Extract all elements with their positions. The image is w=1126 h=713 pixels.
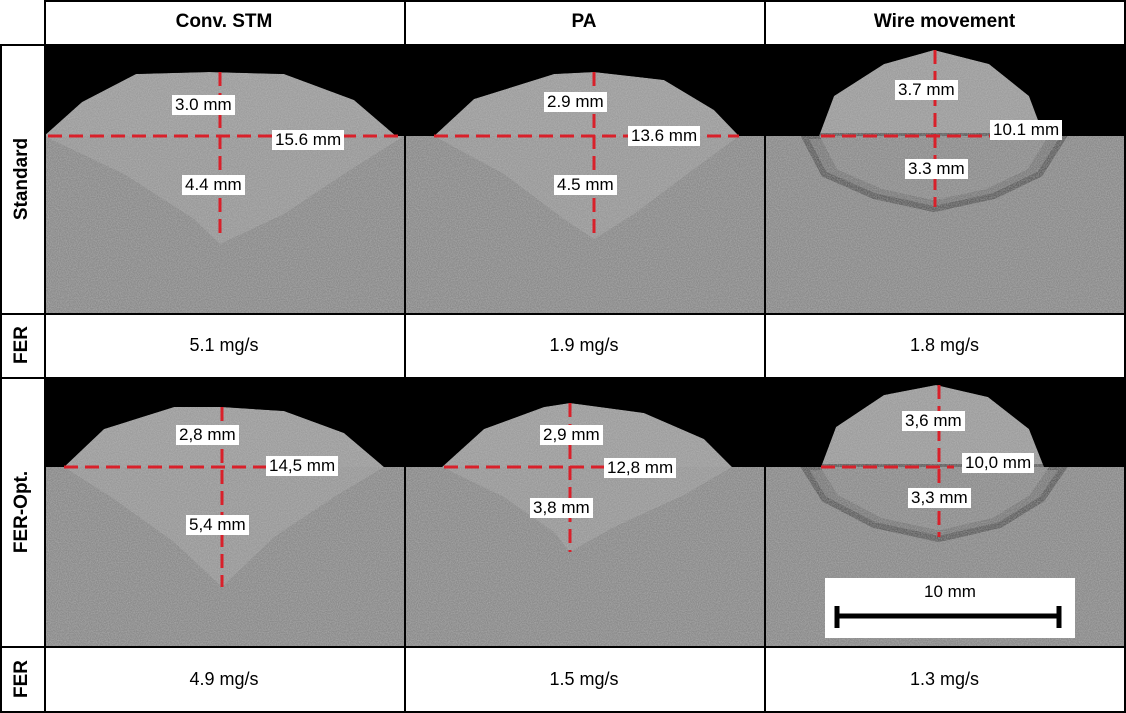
standard-wire-movement-micrograph: 3.7 mm 10.1 mm 3.3 mm [764,44,1125,313]
standard-conv-stm-height-label: 3.0 mm [172,95,235,115]
fer-opt-value-pa: 1.5 mg/s [549,668,619,689]
background-mask [404,377,764,467]
grid-line [0,313,1126,315]
row-header-fer-opt: FER-Opt. [11,470,33,553]
column-header-wire-movement: Wire movement [873,11,1016,32]
feropt-wire-movement-width-label: 10,0 mm [962,453,1035,473]
standard-pa-height-label: 2.9 mm [544,92,607,112]
feropt-wire-movement-depth-label: 3,3 mm [908,488,971,508]
fer-value-wire-movement: 1.8 mg/s [909,334,980,355]
background-mask [44,377,404,467]
feropt-conv-stm-height-label: 2,8 mm [176,425,239,445]
grid-line [764,0,766,712]
grid-line [0,711,1126,713]
standard-conv-stm-depth-label: 4.4 mm [182,175,245,195]
fer-opt-value-wire-movement: 1.3 mg/s [909,668,980,689]
column-header-pa: PA [571,11,597,32]
standard-wire-movement-height-label: 3.7 mm [895,80,958,100]
grid-line [0,44,2,712]
column-header-conv-stm: Conv. STM [175,11,273,32]
grid-line [44,0,1125,2]
background-mask [404,44,764,136]
grid-line [0,377,1126,379]
feropt-conv-stm-micrograph: 2,8 mm 14,5 mm 5,4 mm [44,377,404,646]
feropt-pa-width-label: 12,8 mm [604,458,677,478]
feropt-wire-movement-height-label: 3,6 mm [902,411,965,431]
standard-wire-movement-width-label: 10.1 mm [990,120,1063,140]
grid-line [0,646,1126,648]
standard-conv-stm-micrograph: 3.0 mm 15.6 mm 4.4 mm [44,44,404,313]
feropt-conv-stm-width-label: 14,5 mm [266,456,339,476]
row-header-fer-1: FER [11,326,32,364]
scale-bar: 10 mm [825,578,1075,638]
background-mask [764,377,1125,467]
feropt-conv-stm-depth-label: 5,4 mm [186,515,249,535]
grid-line [404,0,406,712]
standard-pa-depth-label: 4.5 mm [554,175,617,195]
fer-value-conv-stm: 5.1 mg/s [189,334,259,355]
background-mask [764,44,1125,136]
grid-line [0,44,1126,46]
standard-pa-width-label: 13.6 mm [628,126,701,146]
feropt-pa-height-label: 2,9 mm [540,425,603,445]
row-header-standard: Standard [11,137,33,220]
feropt-pa-micrograph: 2,9 mm 12,8 mm 3,8 mm [404,377,764,646]
feropt-pa-depth-label: 3,8 mm [530,498,593,518]
grid-line [1124,0,1126,712]
grid-line [44,0,46,712]
fer-opt-value-conv-stm: 4.9 mg/s [189,668,259,689]
standard-pa-micrograph: 2.9 mm 13.6 mm 4.5 mm [404,44,764,313]
background-mask [44,44,404,136]
fer-value-pa: 1.9 mg/s [549,334,619,355]
feropt-wire-movement-micrograph: 3,6 mm 10,0 mm 3,3 mm 10 mm [764,377,1125,646]
standard-conv-stm-width-label: 15.6 mm [272,130,345,150]
row-header-fer-2: FER [11,660,32,698]
standard-wire-movement-depth-label: 3.3 mm [905,159,968,179]
scale-bar-label: 10 mm [924,582,976,601]
